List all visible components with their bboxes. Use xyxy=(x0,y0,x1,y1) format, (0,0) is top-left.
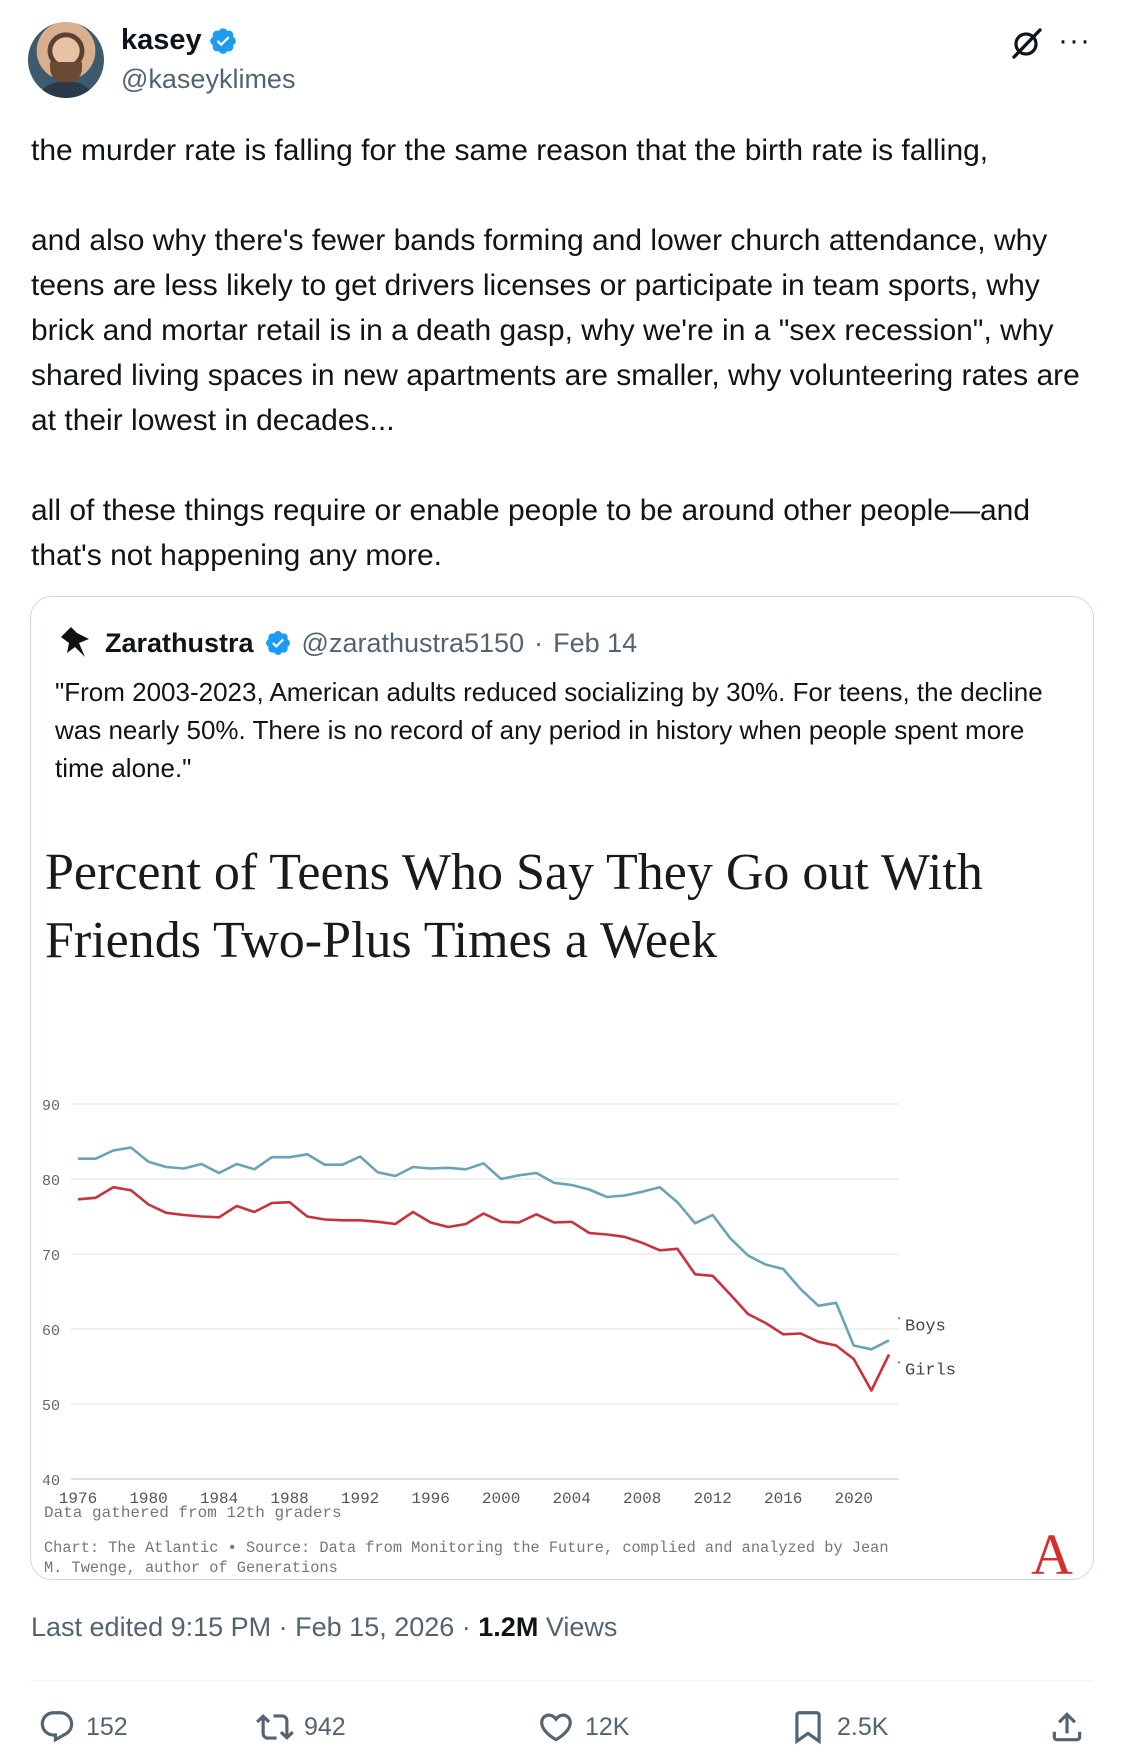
atlantic-logo-icon: A xyxy=(1031,1522,1073,1577)
y-tick-label: 40 xyxy=(42,1473,60,1490)
series-line-boys xyxy=(78,1146,890,1351)
legend-label-boys: Boys xyxy=(905,1317,946,1336)
x-tick-label: 2008 xyxy=(623,1490,661,1508)
x-tick-label: 2020 xyxy=(835,1490,873,1508)
legend-dot-boys xyxy=(897,1317,901,1320)
grok-icon[interactable] xyxy=(1010,26,1044,60)
repost-count: 942 xyxy=(304,1712,346,1741)
chart-title-line-1: Percent of Teens Who Say They Go out Wit… xyxy=(45,844,983,901)
quote-author-handle[interactable]: @zarathustra5150 xyxy=(301,627,525,658)
divider xyxy=(31,1680,1093,1681)
verified-badge-icon xyxy=(209,27,236,54)
bookmark-count: 2.5K xyxy=(837,1712,889,1741)
y-tick-label: 80 xyxy=(42,1173,60,1190)
avatar-shirt xyxy=(36,82,96,98)
share-button[interactable] xyxy=(1048,1708,1086,1746)
y-tick-label: 60 xyxy=(42,1323,60,1340)
x-tick-label: 2000 xyxy=(482,1490,520,1508)
like-icon xyxy=(540,1713,572,1742)
views-label: Views xyxy=(538,1612,618,1642)
quote-author-avatar[interactable] xyxy=(55,623,95,663)
like-count: 12K xyxy=(585,1712,630,1741)
author-avatar[interactable] xyxy=(28,22,104,98)
legend-label-girls: Girls xyxy=(905,1362,956,1381)
tweet-paragraph-3: all of these things require or enable pe… xyxy=(31,494,1031,572)
chart-note: Data gathered from 12th graders xyxy=(44,1504,342,1522)
like-button[interactable]: 12K xyxy=(537,1708,629,1746)
quote-tweet-card[interactable]: Zarathustra @zarathustra5150 · Feb 14 "F… xyxy=(30,596,1094,1580)
author-name-text[interactable]: kasey xyxy=(121,24,202,56)
quote-header: Zarathustra @zarathustra5150 · Feb 14 xyxy=(55,623,637,663)
y-tick-label: 90 xyxy=(42,1098,60,1115)
chart-source-line-2: M. Twenge, author of Generations xyxy=(44,1559,338,1577)
quote-date[interactable]: Feb 14 xyxy=(553,627,638,658)
reply-count: 152 xyxy=(86,1712,128,1741)
reply-button[interactable]: 152 xyxy=(38,1708,128,1746)
series-line-girls xyxy=(77,1185,891,1392)
repost-button[interactable]: 942 xyxy=(256,1708,346,1746)
x-tick-label: 2012 xyxy=(693,1490,731,1508)
chart-source-line-1: Chart: The Atlantic • Source: Data from … xyxy=(44,1539,889,1557)
avatar-beard xyxy=(50,62,82,84)
tweet-paragraph-1: the murder rate is falling for the same … xyxy=(31,134,989,167)
tweet-timestamp[interactable]: Last edited 9:15 PM · Feb 15, 2026 · xyxy=(31,1612,479,1642)
tweet-meta: Last edited 9:15 PM · Feb 15, 2026 · 1.2… xyxy=(31,1612,617,1643)
share-icon xyxy=(1052,1712,1082,1742)
bookmark-icon xyxy=(795,1711,821,1745)
legend-dot-girls xyxy=(897,1361,901,1364)
y-tick-label: 70 xyxy=(42,1248,60,1265)
quote-separator: · xyxy=(534,627,544,658)
quote-text: "From 2003-2023, American adults reduced… xyxy=(55,677,1043,783)
repost-icon xyxy=(256,1714,294,1740)
tweet-paragraph-2: and also why there's fewer bands forming… xyxy=(31,224,1080,437)
x-tick-label: 1984 xyxy=(200,1490,238,1508)
chart-title-line-2: Friends Two-Plus Times a Week xyxy=(45,912,717,969)
x-tick-label: 1988 xyxy=(270,1490,308,1508)
author-name[interactable]: kasey xyxy=(121,24,238,57)
author-handle[interactable]: @kaseyklimes xyxy=(121,64,296,94)
quote-verified-badge-icon xyxy=(265,631,290,655)
x-tick-label: 1996 xyxy=(411,1490,449,1508)
x-tick-label: 1980 xyxy=(129,1490,167,1508)
reply-icon xyxy=(40,1711,74,1743)
views-count: 1.2M xyxy=(478,1612,539,1642)
x-tick-label: 2016 xyxy=(764,1490,802,1508)
tweet-text: the murder rate is falling for the same … xyxy=(31,128,1101,578)
x-tick-label: 2004 xyxy=(552,1490,590,1508)
bookmark-button[interactable]: 2.5K xyxy=(789,1708,888,1746)
x-tick-label: 1992 xyxy=(341,1490,379,1508)
x-tick-label: 1976 xyxy=(59,1490,97,1508)
chart-image[interactable]: Percent of Teens Who Say They Go out Wit… xyxy=(31,807,1094,1577)
quote-author-name[interactable]: Zarathustra xyxy=(105,627,254,658)
y-tick-label: 50 xyxy=(42,1398,60,1415)
more-icon[interactable]: ··· xyxy=(1058,24,1091,57)
